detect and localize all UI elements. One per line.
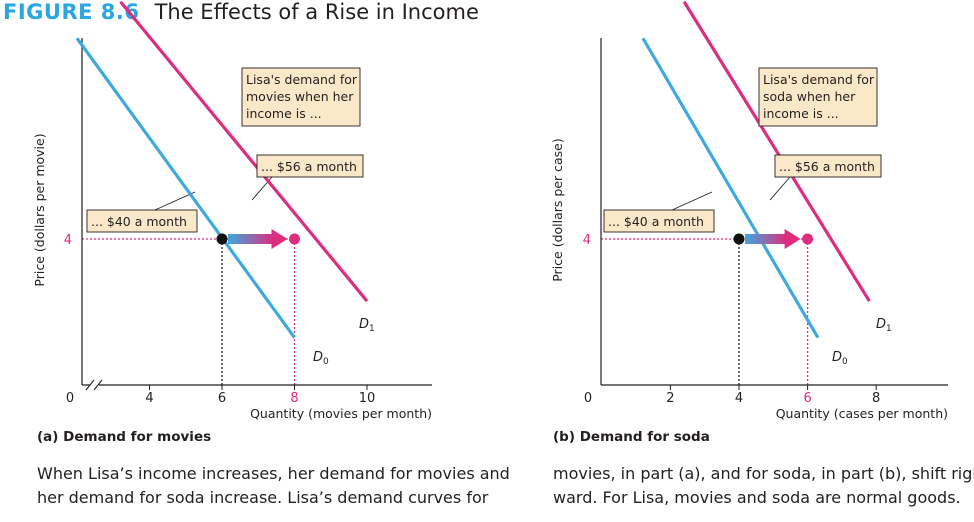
origin-label: 0 [584,391,592,406]
origin-label: 0 [66,391,74,406]
y-tick-label: 4 [64,233,72,248]
panel-a-chart: 4 6 8 10 4 0 Quantity (movies per month) Price … [32,0,432,421]
callout-connector-d0 [671,191,713,211]
callout-connector-d0 [154,191,196,211]
x-tick-label: 8 [872,391,880,406]
body-text-left-line-1: When Lisa’s income increases, her demand… [37,464,510,483]
callout-header-box [241,67,361,127]
figure-label: FIGURE 8.6 [3,0,140,24]
curve-label-d0: D0 [313,350,329,367]
curve-label-d1: D1 [876,317,892,334]
figure-title: FIGURE 8.6 The Effects of a Rise in Inco… [3,0,479,30]
callout-header-line: soda when her [763,89,856,104]
callout-d1-label: ... $56 a month [261,159,357,174]
body-text-left: When Lisa’s income increases, her demand… [37,462,510,510]
x-tick-label: 8 [290,391,298,406]
equilibrium-point-new [289,233,300,245]
panel-b-caption: (b) Demand for soda [553,429,710,445]
body-text-right-line-1: movies, in part (a), and for soda, in pa… [553,464,974,483]
axis-break-mark [85,379,95,391]
x-tick-label: 2 [666,391,674,406]
shift-arrow-body [228,234,274,244]
callout-header-line: Lisa's demand for [763,72,875,87]
x-axis-title: Quantity (cases per month) [776,406,948,421]
demand-curve-d0 [75,37,296,339]
demand-curve-d0 [641,37,820,339]
body-text-left-line-2: her demand for soda increase. Lisa’s dem… [37,488,489,507]
callout-d1-label: ... $56 a month [779,159,875,174]
callout-header-line: income is ... [246,106,322,121]
callout-d0-label: ... $40 a month [608,214,704,229]
demand-curve-d1 [682,0,871,302]
callout-header-line: Lisa's demand for [246,72,358,87]
panel-a-caption: (a) Demand for movies [37,429,212,445]
shift-arrow-body [745,234,787,244]
x-tick-label: 4 [735,391,743,406]
x-axis-title: Quantity (movies per month) [250,406,432,421]
callout-header-line: movies when her [246,89,354,104]
axis-break-mark [93,379,103,391]
x-tick-label: 6 [803,391,811,406]
y-axis-title: Price (dollars per movie) [32,133,47,286]
callout-header-line: income is ... [763,106,839,121]
x-tick-label: 6 [218,391,226,406]
callout-header-box [758,67,878,127]
body-text-right-line-2: ward. For Lisa, movies and soda are norm… [553,488,961,507]
y-tick-label: 4 [583,233,591,248]
shift-arrow-head [784,229,801,249]
panel-b-chart: 2 4 6 8 4 0 Quantity (cases per month) Price (d… [550,0,948,421]
axis-break-gap [90,382,99,388]
equilibrium-point-initial [216,233,228,245]
equilibrium-point-new [802,233,814,245]
callout-d0-box [603,209,715,233]
callout-d1-box [774,154,882,178]
body-text-right: movies, in part (a), and for soda, in pa… [553,462,974,510]
x-tick-label: 10 [359,391,376,406]
x-tick-label: 4 [145,391,153,406]
shift-arrow-head [271,229,288,249]
callout-d0-box [86,209,198,233]
figure-title-text: The Effects of a Rise in Income [154,0,479,24]
demand-curve-d1 [119,0,369,303]
equilibrium-point-initial [733,233,745,245]
curve-label-d1: D1 [359,317,375,334]
callout-d1-box [256,154,364,178]
curve-label-d0: D0 [832,350,848,367]
callout-d0-label: ... $40 a month [91,214,187,229]
y-axis-title: Price (dollars per case) [550,138,565,282]
callout-connector-d1 [769,176,791,201]
